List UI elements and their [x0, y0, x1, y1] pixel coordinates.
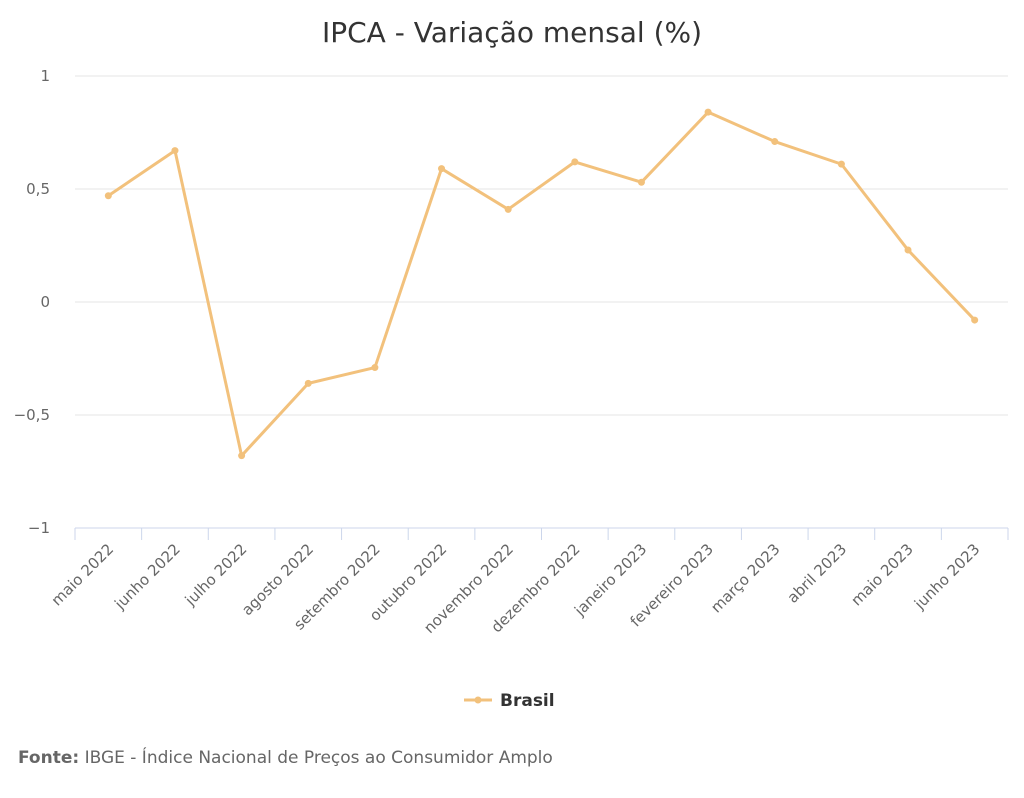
data-point[interactable]: [504, 205, 512, 213]
x-tick-label: junho 2023: [910, 540, 983, 613]
grid-lines: [75, 75, 1008, 416]
data-point[interactable]: [837, 160, 845, 168]
data-point[interactable]: [104, 192, 112, 200]
legend-marker: [474, 696, 482, 704]
data-point[interactable]: [771, 138, 779, 146]
data-point[interactable]: [704, 108, 712, 116]
x-tick-label: abril 2023: [784, 540, 851, 607]
x-tick-label: julho 2022: [181, 540, 251, 610]
source-note: Fonte: IBGE - Índice Nacional de Preços …: [18, 748, 553, 768]
source-text: IBGE - Índice Nacional de Preços ao Cons…: [79, 748, 553, 768]
y-tick-label: −0,5: [14, 406, 50, 424]
data-point[interactable]: [438, 165, 446, 173]
legend-label-brasil: Brasil: [500, 691, 555, 711]
data-point[interactable]: [971, 316, 979, 324]
x-axis: [74, 527, 1009, 540]
chart-title: IPCA - Variação mensal (%): [322, 16, 702, 49]
legend[interactable]: Brasil: [464, 691, 555, 711]
data-point[interactable]: [904, 246, 912, 254]
x-tick-label: junho 2022: [110, 540, 183, 613]
y-tick-label: −1: [28, 519, 50, 537]
data-point[interactable]: [637, 178, 645, 186]
series-line: [106, 110, 977, 458]
series-brasil: [104, 108, 979, 460]
data-point[interactable]: [304, 379, 312, 387]
data-point[interactable]: [571, 158, 579, 166]
data-point[interactable]: [371, 364, 379, 372]
x-tick-label: maio 2023: [848, 540, 917, 609]
x-tick-label: maio 2022: [48, 540, 117, 609]
data-point[interactable]: [171, 147, 179, 155]
x-tick-label: março 2023: [707, 540, 783, 616]
y-tick-label: 0,5: [26, 180, 50, 198]
y-tick-label: 1: [40, 67, 50, 85]
y-tick-label: 0: [40, 293, 50, 311]
data-point[interactable]: [238, 452, 246, 460]
y-axis-labels: 1 0,5 0 −0,5 −1: [14, 67, 50, 537]
source-label: Fonte:: [18, 748, 80, 768]
